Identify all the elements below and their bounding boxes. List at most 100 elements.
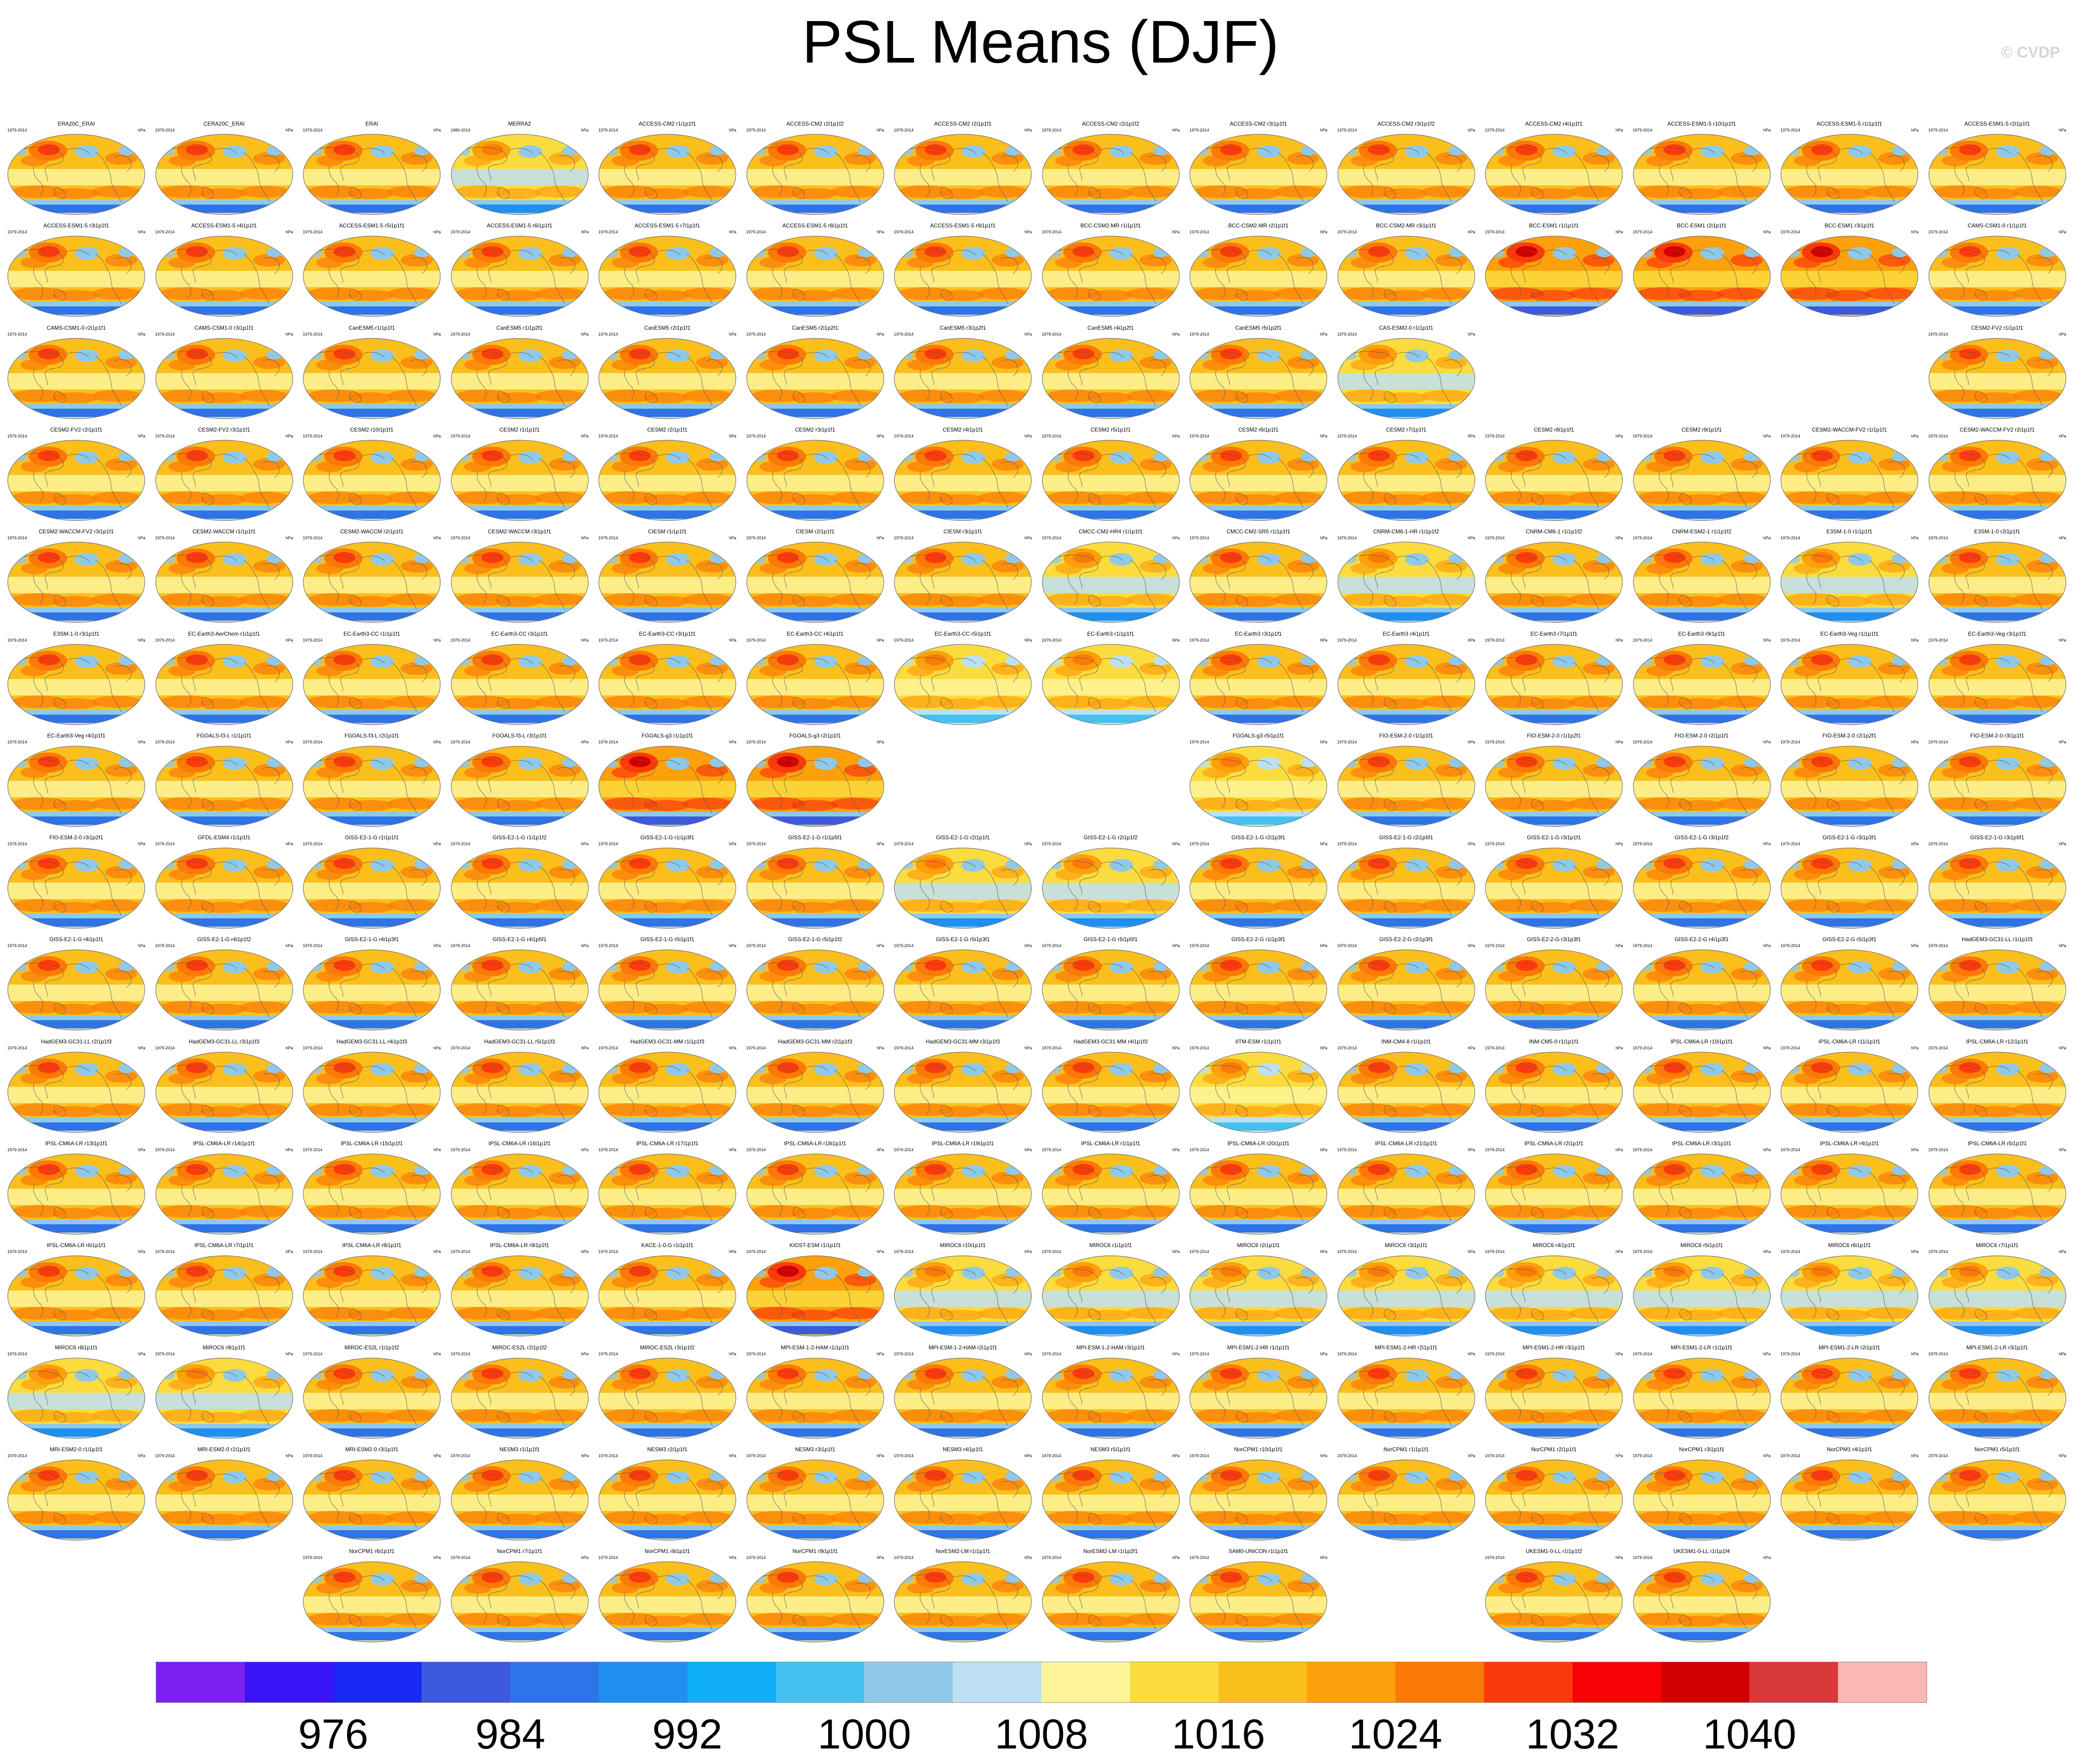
panel-title: GISS-E2-1-G r1i1p1f2: [492, 834, 547, 841]
model-panel: NorCPM1 r6i1p1f1 1979-2014 hPa: [299, 1548, 444, 1645]
psl-map: [1041, 1051, 1180, 1133]
psl-map: [1189, 1459, 1328, 1541]
panel-units: hPa: [1615, 1249, 1623, 1254]
psl-map: [1928, 949, 2067, 1031]
model-panel: MRI-ESM2-0 r3i1p1f1 1979-2014 hPa: [299, 1446, 444, 1543]
panel-title: IPSL-CM6A-LR r20i1p1f1: [1227, 1140, 1290, 1147]
panel-units: hPa: [1320, 128, 1327, 132]
model-panel: FGOALS-f3-L r2i1p1f1 1979-2014 hPa: [299, 732, 444, 829]
psl-map: [302, 949, 441, 1031]
psl-map: [746, 1255, 885, 1337]
panel-units: hPa: [1468, 332, 1475, 337]
psl-map: [1484, 1255, 1623, 1337]
psl-map: [746, 235, 885, 317]
model-panel: CESM2-WACCM-FV2 r3i1p1f1 1979-2014 hPa: [4, 528, 149, 625]
panel-years: 1979-2014: [598, 1555, 618, 1560]
panel-years: 1979-2014: [1189, 1249, 1210, 1254]
psl-map: [1780, 643, 1919, 726]
panel-title: MIROC6 r9i1p1f1: [202, 1344, 246, 1351]
panel-units: hPa: [1024, 1148, 1032, 1152]
model-panel: CESM2-FV2 r3i1p1f1 1979-2014 hPa: [152, 427, 297, 523]
psl-map: [1632, 643, 1771, 726]
model-panel: GISS-E2-1-G r2i1p1f1 1979-2014 hPa: [890, 834, 1035, 931]
psl-map: [746, 949, 885, 1031]
panel-years: 1979-2014: [1041, 536, 1062, 541]
panel-years: 1979-2014: [1337, 842, 1357, 847]
psl-map: [746, 1561, 885, 1643]
panel-units: hPa: [581, 1249, 589, 1254]
psl-map: [598, 133, 737, 216]
psl-map: [1928, 1153, 2067, 1235]
panel-units: hPa: [433, 1148, 441, 1152]
panel-years: 1979-2014: [1780, 1148, 1801, 1152]
panel-units: hPa: [1320, 332, 1327, 337]
psl-map: [1189, 1255, 1328, 1337]
panel-years: 1979-2014: [1041, 1249, 1062, 1254]
panel-years: 1979-2014: [450, 230, 470, 235]
panel-units: hPa: [729, 1351, 736, 1356]
model-panel: IPSL-CM6A-LR r13i1p1f1 1979-2014 hPa: [4, 1140, 149, 1237]
psl-map: [302, 1561, 441, 1643]
panel-years: 1979-2014: [1189, 1148, 1210, 1152]
panel-title: CESM2 r10i1p1f1: [350, 426, 394, 433]
psl-map: [7, 1153, 146, 1235]
panel-title: MRI-ESM2-0 r1i1p1f1: [49, 1446, 103, 1453]
panel-years: 1979-2014: [1337, 1045, 1357, 1050]
panel-years: 1979-2014: [7, 943, 27, 948]
model-panel: SAM0-UNICON r1i1p1f1 1979-2014 hPa: [1186, 1548, 1331, 1645]
panel-title: EC-Earth3-AerChem r1i1p1f1: [188, 630, 260, 637]
panel-years: 1979-2014: [1337, 739, 1357, 744]
psl-map: [598, 1255, 737, 1337]
panel-units: hPa: [1911, 1351, 1918, 1356]
panel-title: NorCPM1 r3i1p1f1: [1679, 1446, 1725, 1453]
panel-title: NorCPM1 r9i1p1f1: [792, 1548, 838, 1555]
psl-map: [1484, 439, 1623, 521]
panel-units: hPa: [729, 1045, 736, 1050]
model-panel: HadGEM3-GC31-LL r5i1p1f3 1979-2014 hPa: [447, 1038, 592, 1135]
panel-years: 1979-2014: [1337, 1351, 1357, 1356]
panel-years: 1979-2014: [1041, 943, 1062, 948]
panel-years: 1979-2014: [1041, 433, 1062, 438]
model-panel: MPI-ESM1-2-HR r1i1p1f1 1979-2014 hPa: [1186, 1344, 1331, 1441]
panel-units: hPa: [137, 1148, 145, 1152]
psl-map: [1189, 235, 1328, 317]
panel-years: 1979-2014: [598, 1453, 618, 1458]
psl-map: [450, 235, 589, 317]
panel-title: CAMS-CSM1-0 r3i1p1f1: [194, 324, 254, 331]
psl-map: [598, 1051, 737, 1133]
colorbar-tick-label: 984: [475, 1711, 545, 1758]
panel-years: 1979-2014: [598, 128, 618, 132]
psl-map: [1780, 235, 1919, 317]
panel-title: NorCPM1 r1i1p1f1: [1383, 1446, 1429, 1453]
panel-years: 1979-2014: [1780, 1045, 1801, 1050]
panel-units: hPa: [1172, 332, 1180, 337]
colorbar-box: [864, 1662, 953, 1702]
panel-years: 1979-2014: [1337, 943, 1357, 948]
panel-years: 1979-2014: [1189, 637, 1210, 642]
model-panel: E3SM-1-0 r1i1p1f1 1979-2014 hPa: [1777, 528, 1922, 625]
psl-map: [746, 745, 885, 827]
panel-years: 1979-2014: [598, 433, 618, 438]
model-panel: IPSL-CM6A-LR r3i1p1f1 1979-2014 hPa: [1629, 1140, 1775, 1237]
panel-title: MPI-ESM1-2-HR r1i1p1f1: [1227, 1344, 1290, 1351]
panel-title: CAMS-CSM1-0 r2i1p1f1: [47, 324, 106, 331]
panel-units: hPa: [729, 1555, 736, 1560]
panel-title: NorCPM1 r5i1p1f1: [1974, 1446, 2020, 1453]
colorbar-box: [687, 1662, 776, 1702]
panel-units: hPa: [137, 332, 145, 337]
psl-map: [1337, 1255, 1476, 1337]
panel-years: 1979-2014: [1928, 943, 1948, 948]
panel-years: 1979-2014: [1041, 332, 1062, 337]
panel-units: hPa: [877, 1351, 884, 1356]
psl-map: [1484, 1459, 1623, 1541]
panel-years: 1979-2014: [155, 1453, 175, 1458]
panel-years: 1979-2014: [746, 1351, 766, 1356]
model-panel: FGOALS-g3 r2i1p1f1 1979-2014 hPa: [743, 732, 888, 829]
panel-years: 1979-2014: [746, 842, 766, 847]
panel-units: hPa: [2059, 1453, 2066, 1458]
panel-years: 1979-2014: [155, 842, 175, 847]
panel-title: EC-Earth3-Veg r4i1p1f1: [47, 732, 106, 739]
panel-years: 1979-2014: [450, 842, 470, 847]
panel-units: hPa: [2059, 536, 2066, 541]
panel-units: hPa: [433, 433, 441, 438]
